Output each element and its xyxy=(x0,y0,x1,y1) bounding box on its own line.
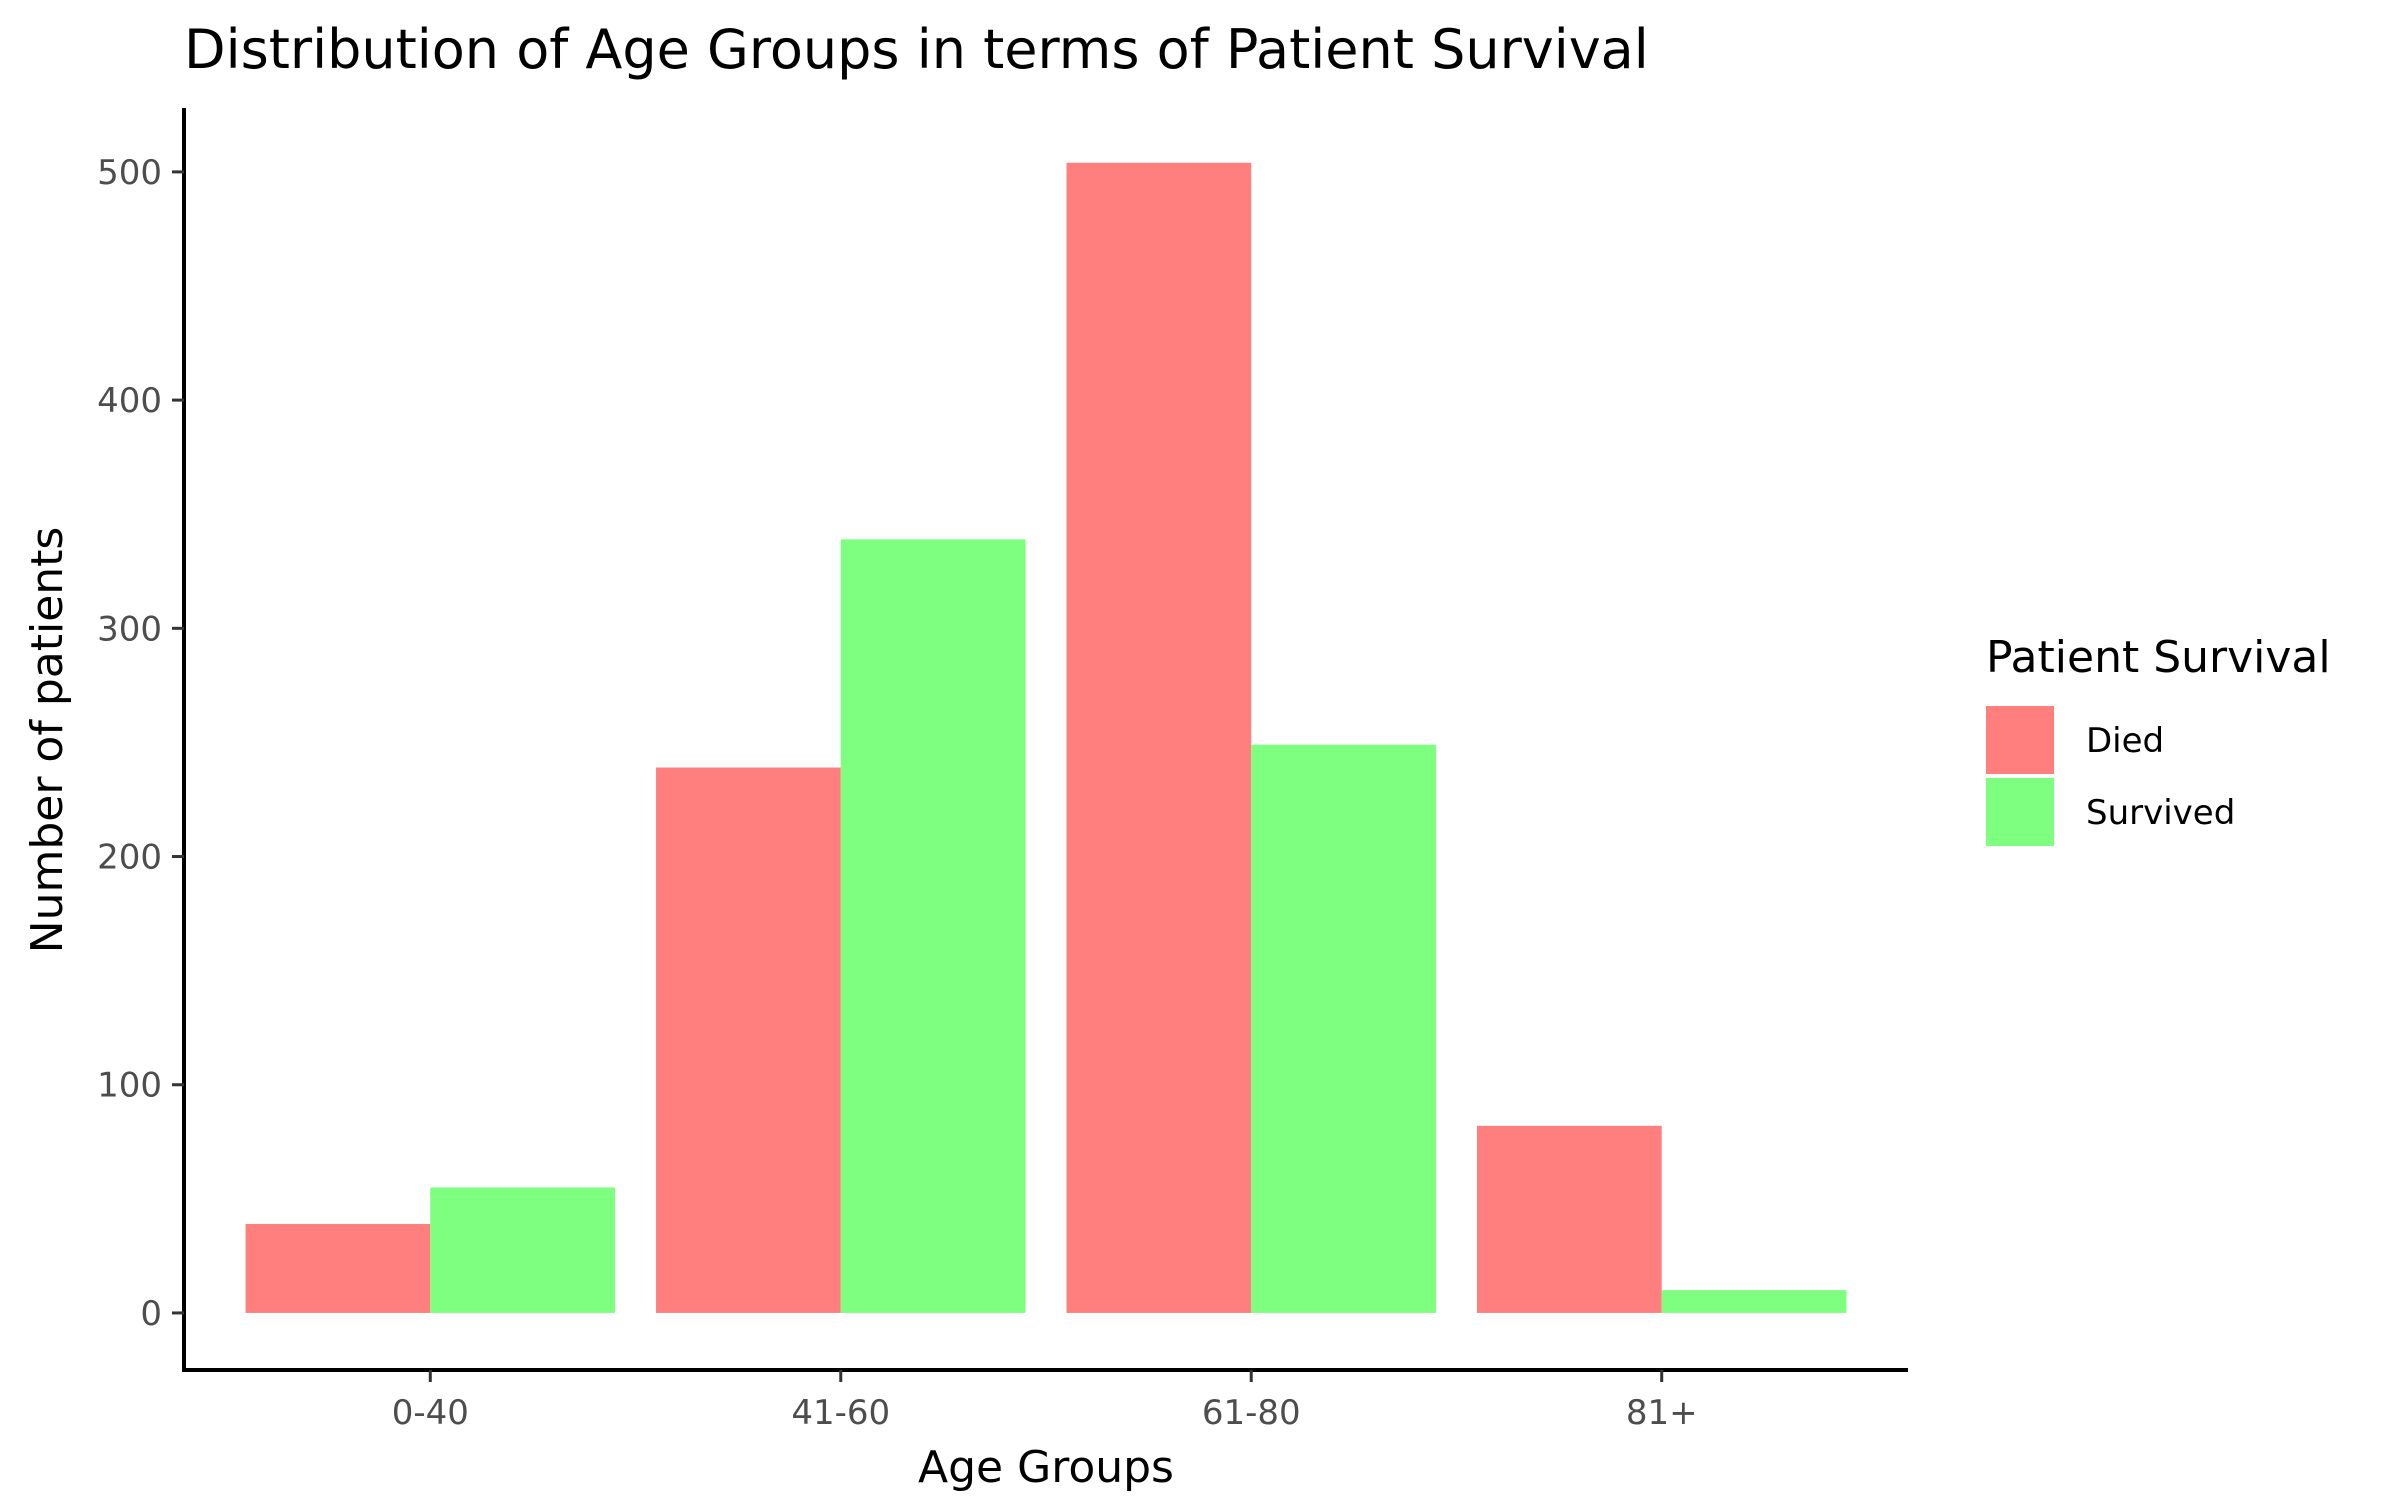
y-axis-title: Number of patients xyxy=(22,527,73,954)
bar-died-81+ xyxy=(1477,1125,1662,1313)
legend: Patient Survival Died Survived xyxy=(1986,632,2331,846)
legend-swatch-survived xyxy=(1986,778,2054,846)
x-tick-label: 61-80 xyxy=(1202,1393,1301,1433)
legend-swatch-died xyxy=(1986,706,2054,774)
chart-title: Distribution of Age Groups in terms of P… xyxy=(184,18,1649,81)
legend-label-survived: Survived xyxy=(2086,793,2235,833)
legend-label-died: Died xyxy=(2086,721,2164,761)
x-axis-title: Age Groups xyxy=(918,1442,1174,1493)
y-tick-label: 200 xyxy=(97,838,162,878)
y-tick-label: 300 xyxy=(97,609,162,649)
x-tick-label: 0-40 xyxy=(392,1393,469,1433)
x-tick-label: 81+ xyxy=(1626,1393,1698,1433)
legend-title: Patient Survival xyxy=(1986,632,2331,683)
bars xyxy=(245,162,1847,1313)
bar-died-0-40 xyxy=(245,1223,431,1313)
x-axis-ticks: 0-40 41-60 61-80 81+ xyxy=(392,1370,1698,1433)
bar-survived-0-40 xyxy=(430,1187,615,1313)
bar-survived-81+ xyxy=(1661,1290,1847,1313)
x-tick-label: 41-60 xyxy=(791,1393,890,1433)
bar-died-41-60 xyxy=(656,767,841,1313)
y-tick-label: 400 xyxy=(97,381,162,421)
bar-survived-41-60 xyxy=(840,539,1026,1313)
bar-survived-61-80 xyxy=(1251,744,1436,1313)
y-tick-label: 500 xyxy=(97,153,162,193)
y-axis-ticks: 0 100 200 300 400 500 xyxy=(97,153,184,1334)
y-tick-label: 0 xyxy=(140,1294,162,1334)
y-tick-label: 100 xyxy=(97,1066,162,1106)
bar-died-61-80 xyxy=(1066,162,1252,1313)
